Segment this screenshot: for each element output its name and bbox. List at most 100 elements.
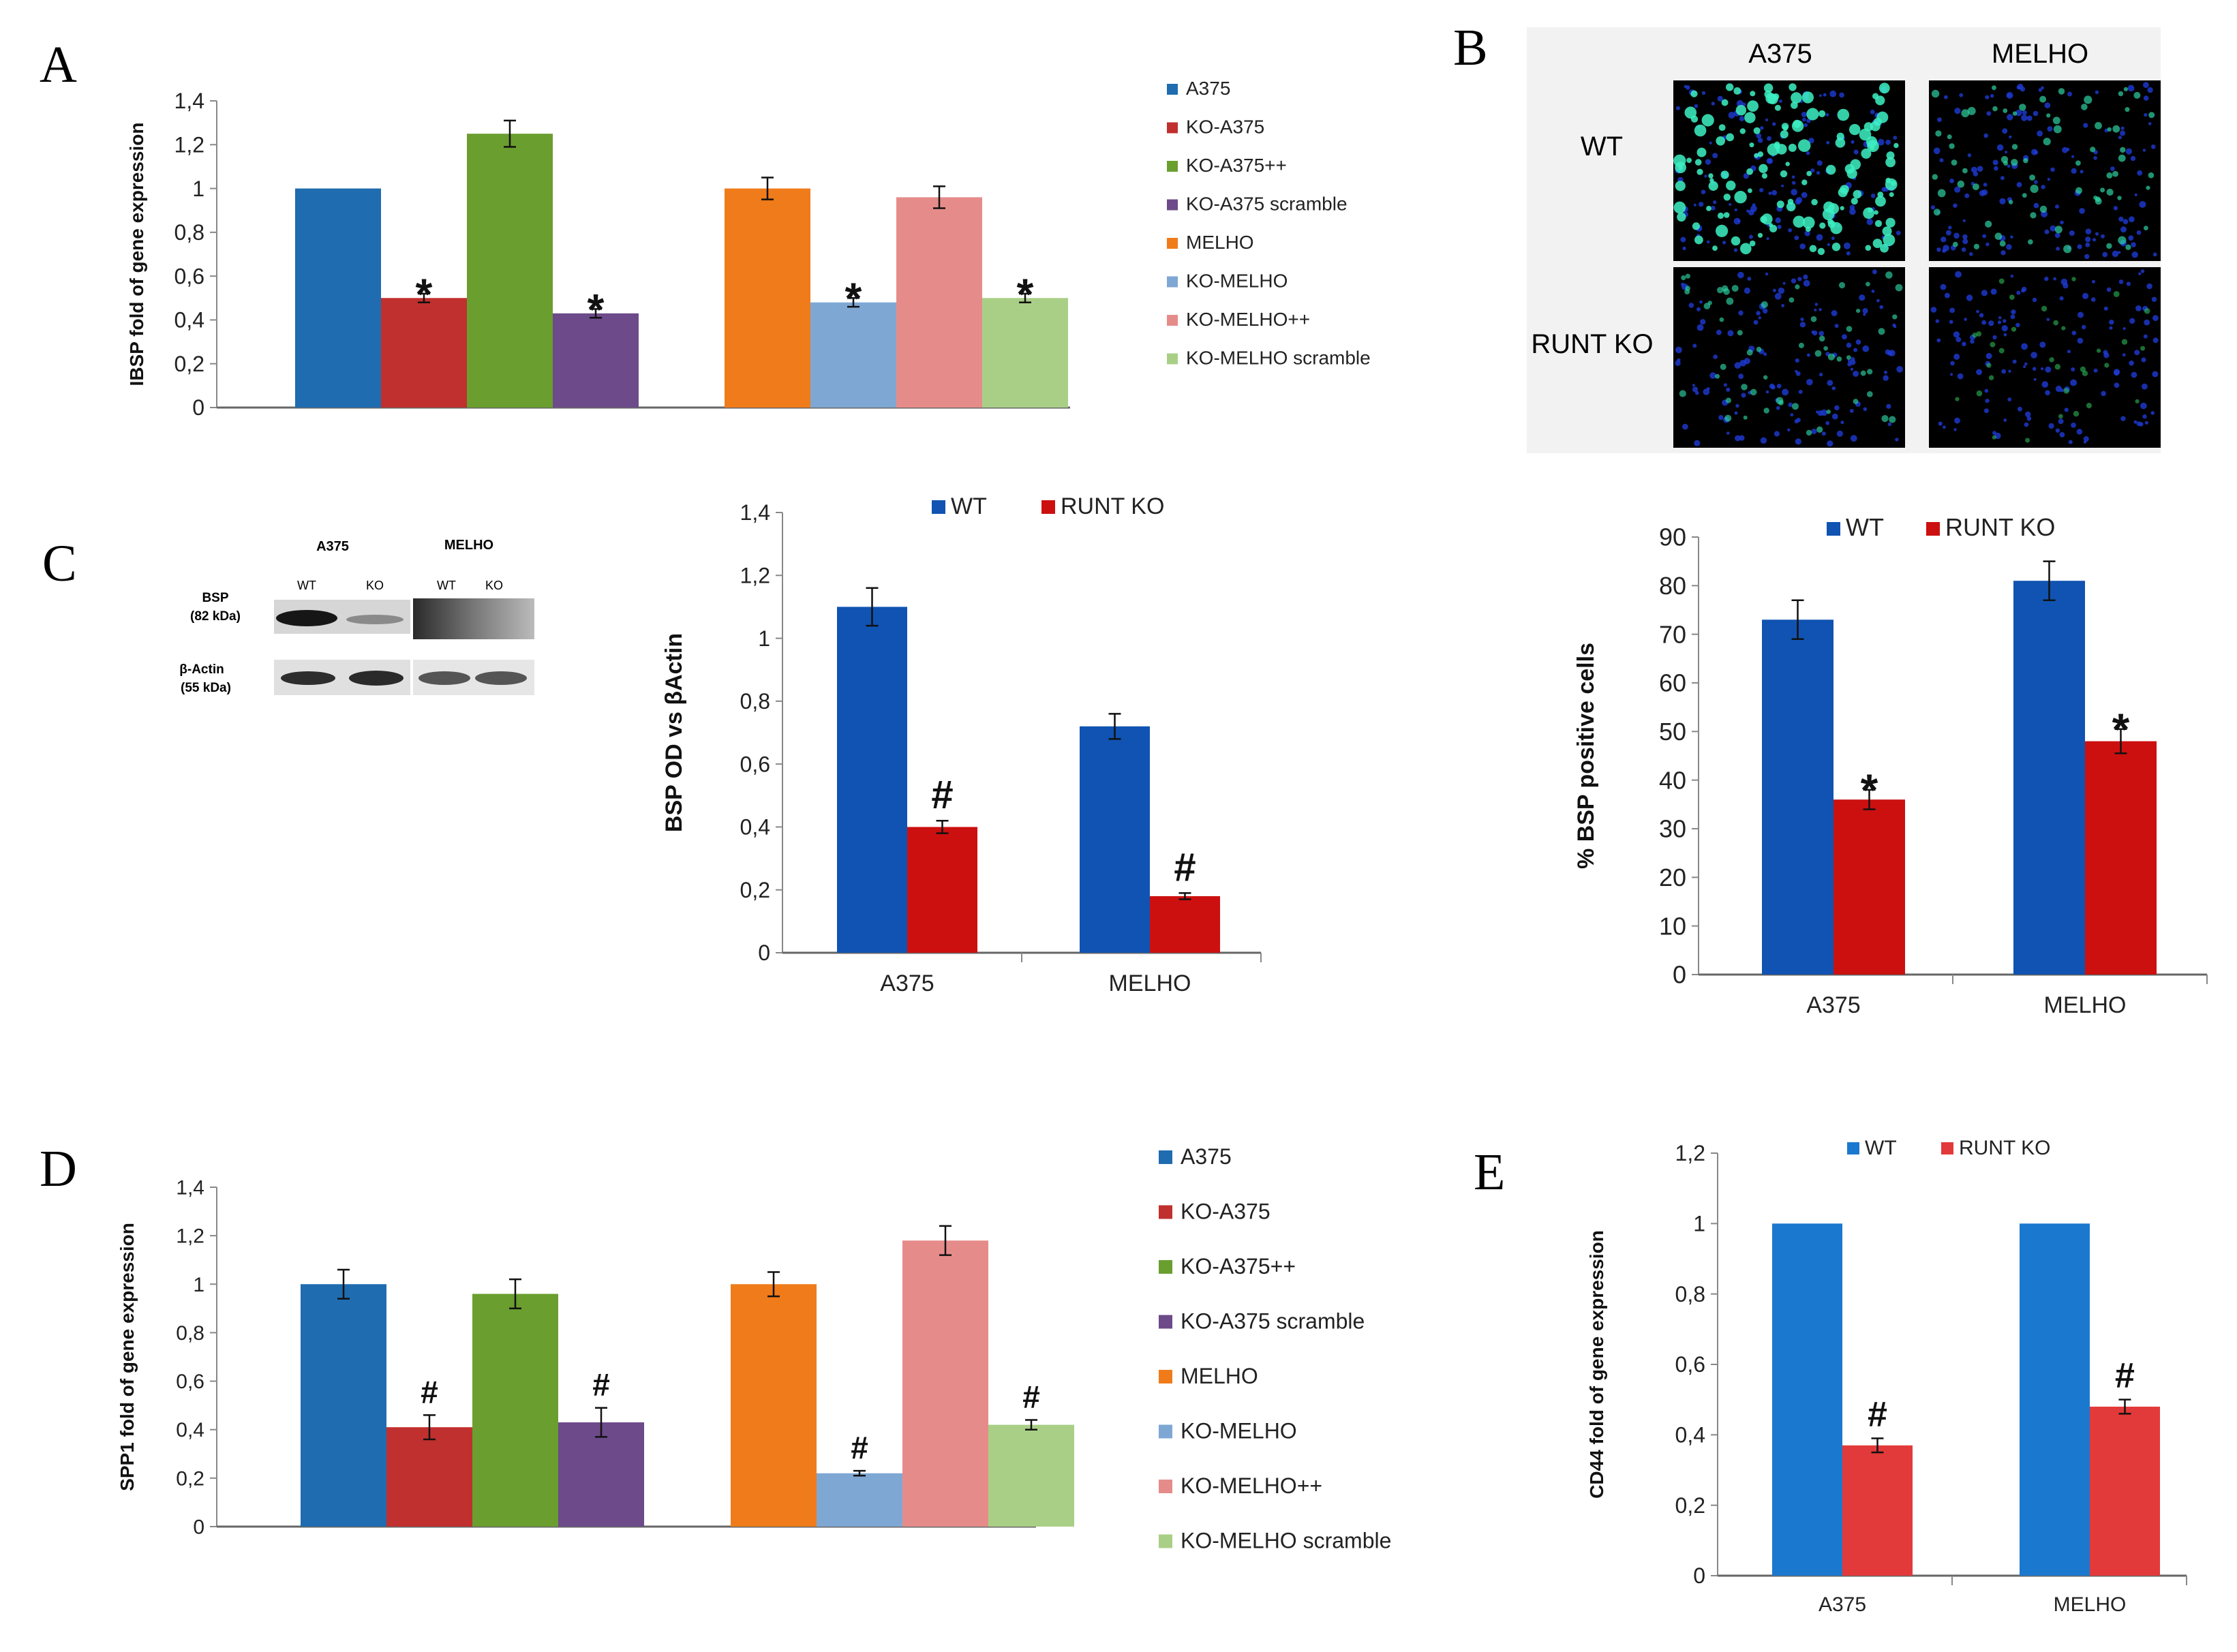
- legend-label: KO-A375++: [1181, 1254, 1296, 1279]
- bsp-signal-dot: [1992, 106, 1998, 112]
- legend-swatch: [1167, 276, 1178, 288]
- nucleus-dot: [1744, 287, 1750, 294]
- bsp-signal-dot: [1885, 271, 1893, 279]
- nucleus-dot: [2001, 369, 2007, 374]
- nucleus-dot: [1941, 236, 1947, 243]
- y-tick-label: 1: [758, 626, 770, 651]
- bsp-signal-dot: [1757, 151, 1764, 157]
- nucleus-dot: [1964, 318, 1967, 321]
- nucleus-dot: [1763, 352, 1767, 356]
- nucleus-dot: [1680, 236, 1686, 243]
- bsp-signal-dot: [1741, 384, 1748, 391]
- bsp-signal-dot: [1836, 356, 1842, 362]
- bsp-signal-dot: [2123, 87, 2128, 91]
- legend-label: KO-MELHO: [1181, 1419, 1297, 1443]
- bsp-signal-dot: [1967, 106, 1976, 115]
- bsp-signal-dot: [2112, 170, 2118, 177]
- legend-swatch: [1041, 500, 1055, 514]
- y-tick-label: 0: [1673, 961, 1686, 989]
- bsp-signal-dot: [2049, 357, 2054, 363]
- nucleus-dot: [1737, 219, 1741, 223]
- blot-lane-wt-1: WT: [297, 579, 316, 592]
- y-tick-label: 0,8: [740, 689, 770, 714]
- bsp-signal-dot: [1722, 285, 1729, 292]
- nucleus-dot: [1851, 140, 1855, 144]
- nucleus-dot: [1803, 274, 1808, 279]
- nucleus-dot: [1863, 313, 1866, 316]
- micro-image: [1929, 267, 2161, 448]
- nucleus-dot: [2021, 114, 2028, 121]
- nucleus-dot: [2136, 230, 2142, 235]
- nucleus-dot: [2071, 155, 2075, 158]
- nucleus-dot: [1881, 187, 1887, 192]
- bsp-signal-dot: [1949, 143, 1955, 149]
- nucleus-dot: [1792, 181, 1796, 185]
- nucleus-dot: [2150, 411, 2155, 415]
- nucleus-dot: [2070, 379, 2078, 386]
- nucleus-dot: [1757, 138, 1763, 143]
- nucleus-dot: [2113, 206, 2118, 211]
- bsp-signal-dot: [2046, 113, 2051, 118]
- nucleus-dot: [2122, 327, 2126, 331]
- nucleus-dot: [1849, 409, 1854, 413]
- nucleus-dot: [2038, 88, 2042, 92]
- nucleus-dot: [1782, 388, 1789, 396]
- nucleus-dot: [2033, 202, 2039, 209]
- y-tick-label: 0: [192, 395, 204, 420]
- blot-actin-a375-ko-band: [349, 671, 404, 686]
- bsp-signal-dot: [1746, 349, 1753, 356]
- blot-row-bsp-label: BSP: [202, 591, 228, 605]
- bsp-signal-dot: [1772, 93, 1780, 100]
- nucleus-dot: [1739, 435, 1745, 441]
- nucleus-dot: [2015, 109, 2022, 117]
- bsp-signal-dot: [1990, 341, 1996, 348]
- nucleus-dot: [1734, 208, 1737, 212]
- bsp-signal-dot: [1838, 281, 1846, 289]
- bsp-signal-dot: [1882, 226, 1892, 236]
- legend-label: KO-MELHO scramble: [1186, 348, 1371, 369]
- bsp-signal-dot: [2041, 305, 2048, 312]
- nucleus-dot: [2067, 91, 2072, 97]
- nucleus-dot: [2128, 235, 2134, 241]
- nucleus-dot: [1675, 346, 1682, 354]
- nucleus-dot: [1696, 324, 1704, 331]
- y-tick-label: 1,4: [740, 500, 770, 525]
- nucleus-dot: [2060, 220, 2064, 225]
- bsp-signal-dot: [1853, 189, 1862, 199]
- nucleus-dot: [2080, 170, 2084, 174]
- nucleus-dot: [2118, 216, 2124, 222]
- bsp-signal-dot: [1761, 213, 1773, 225]
- nucleus-dot: [2150, 144, 2156, 149]
- nucleus-dot: [1831, 310, 1838, 316]
- nucleus-dot: [1944, 292, 1950, 299]
- nucleus-dot: [2137, 170, 2143, 176]
- nucleus-dot: [1803, 279, 1810, 287]
- nucleus-dot: [2037, 130, 2043, 137]
- nucleus-dot: [1985, 352, 1992, 359]
- bsp-signal-dot: [2030, 212, 2037, 219]
- nucleus-dot: [1850, 359, 1856, 365]
- nucleus-dot: [1870, 194, 1876, 198]
- nucleus-dot: [2120, 130, 2126, 136]
- bsp-signal-dot: [1708, 181, 1718, 191]
- nucleus-dot: [1827, 380, 1833, 386]
- nucleus-dot: [1850, 367, 1854, 371]
- bsp-signal-dot: [2003, 161, 2009, 166]
- nucleus-dot: [2151, 296, 2157, 302]
- nucleus-dot: [1967, 153, 1972, 157]
- nucleus-dot: [1696, 307, 1701, 311]
- x-tick-label: MELHO: [2044, 992, 2127, 1018]
- y-tick-label: 0: [758, 940, 770, 965]
- significance-mark: #: [851, 1430, 868, 1465]
- nucleus-dot: [2033, 110, 2039, 117]
- significance-mark: #: [421, 1374, 438, 1409]
- nucleus-dot: [1795, 371, 1801, 376]
- nucleus-dot: [2044, 229, 2050, 234]
- legend-swatch: [932, 500, 945, 514]
- y-tick-label: 1,2: [174, 132, 204, 157]
- bsp-signal-dot: [1998, 348, 2005, 354]
- western-blot: A375 MELHO WT KO WT KO BSP (82 kDa) β-Ac…: [179, 538, 534, 695]
- chart-cd44: 0 0,2 0,4 0,6 0,8 1 1,2 CD44 fold of gene expre…: [1586, 1137, 2187, 1616]
- bar: [472, 1294, 558, 1527]
- nucleus-dot: [2146, 283, 2152, 290]
